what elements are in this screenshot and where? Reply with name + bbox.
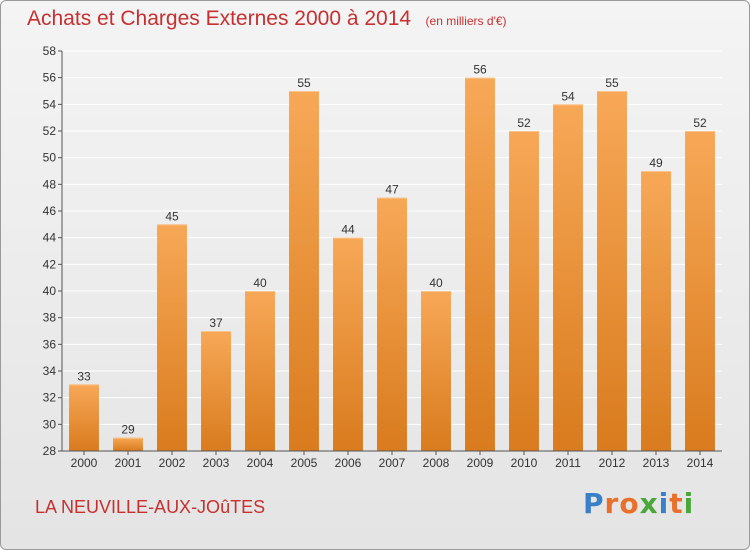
- y-tick-label: 50: [43, 151, 57, 165]
- x-tick-label: 2007: [379, 456, 406, 470]
- y-tick-label: 46: [43, 204, 57, 218]
- value-label: 29: [121, 423, 135, 437]
- y-tick-label: 58: [43, 44, 57, 58]
- bar-2003: [201, 331, 231, 451]
- logo-letter: x: [639, 487, 659, 520]
- value-label: 54: [561, 89, 575, 103]
- bar-2010: [509, 131, 539, 451]
- logo-letter: t: [669, 487, 684, 520]
- x-tick-label: 2002: [159, 456, 186, 470]
- y-tick-label: 34: [43, 364, 57, 378]
- y-tick-label: 32: [43, 391, 57, 405]
- bar-2001: [113, 437, 143, 451]
- bars: 33 29 45 37 40 55 44 47 40 56 52 54 55 49 52: [69, 63, 715, 452]
- bar-2008: [421, 291, 451, 451]
- x-tick-label: 2008: [423, 456, 450, 470]
- x-tick-label: 2014: [687, 456, 714, 470]
- y-tick-label: 40: [43, 284, 57, 298]
- value-label: 52: [517, 116, 531, 130]
- y-tick-label: 30: [43, 417, 57, 431]
- bar-2009: [465, 77, 495, 452]
- x-tick-label: 2001: [115, 456, 142, 470]
- value-label: 49: [649, 156, 663, 170]
- y-tick-label: 28: [43, 444, 57, 458]
- y-tick-label: 38: [43, 311, 57, 325]
- value-label: 47: [385, 183, 399, 197]
- bar-2002: [157, 224, 187, 451]
- y-tick-label: 36: [43, 337, 57, 351]
- logo-letter: i: [658, 487, 670, 520]
- bar-2014: [685, 131, 715, 451]
- y-tick-label: 42: [43, 257, 57, 271]
- bar-2013: [641, 171, 671, 451]
- chart-title: Achats et Charges Externes 2000 à 2014: [27, 7, 412, 30]
- y-tick-label: 56: [43, 71, 57, 85]
- bar-2012: [597, 91, 627, 451]
- bar-2011: [553, 104, 583, 451]
- x-tick-label: 2003: [203, 456, 230, 470]
- x-tick-label: 2010: [511, 456, 538, 470]
- value-label: 56: [473, 63, 487, 77]
- logo-letter: i: [683, 487, 695, 520]
- y-tick-label: 44: [43, 231, 57, 245]
- chart-subtitle: (en milliers d'€): [425, 14, 507, 28]
- x-tick-label: 2013: [643, 456, 670, 470]
- proxiti-logo[interactable]: Proxiti: [583, 487, 694, 520]
- value-label: 33: [77, 369, 91, 383]
- x-tick-label: 2011: [555, 456, 581, 470]
- bar-2006: [333, 237, 363, 451]
- x-tick-label: 2006: [335, 456, 362, 470]
- value-label: 45: [165, 209, 179, 223]
- y-tick-label: 48: [43, 177, 57, 191]
- value-label: 40: [429, 276, 443, 290]
- bar-2007: [377, 197, 407, 451]
- logo-letter: o: [619, 487, 640, 520]
- y-tick-label: 52: [43, 124, 57, 138]
- value-label: 40: [253, 276, 267, 290]
- value-label: 44: [341, 223, 355, 237]
- x-tick-label: 2005: [291, 456, 318, 470]
- y-tick-label: 54: [43, 97, 57, 111]
- bar-2000: [69, 384, 99, 451]
- bar-2005: [289, 91, 319, 451]
- x-tick-label: 2000: [71, 456, 98, 470]
- axes: 28 30 32 34 36 38 40 42 44 46 48 50 52 54 56 58 2000 2001…: [43, 44, 722, 470]
- x-tick-label: 2004: [247, 456, 274, 470]
- x-tick-label: 2009: [467, 456, 494, 470]
- value-label: 37: [209, 316, 223, 330]
- town-name: LA NEUVILLE-AUX-JOûTES: [35, 497, 266, 517]
- bar-2004: [245, 291, 275, 451]
- x-tick-label: 2012: [599, 456, 626, 470]
- title-row: Achats et Charges Externes 2000 à 2014 (…: [27, 7, 507, 31]
- logo-letter: P: [583, 487, 605, 520]
- value-label: 55: [297, 76, 311, 90]
- value-label: 55: [605, 76, 619, 90]
- logo-letter: r: [604, 487, 620, 520]
- value-label: 52: [693, 116, 707, 130]
